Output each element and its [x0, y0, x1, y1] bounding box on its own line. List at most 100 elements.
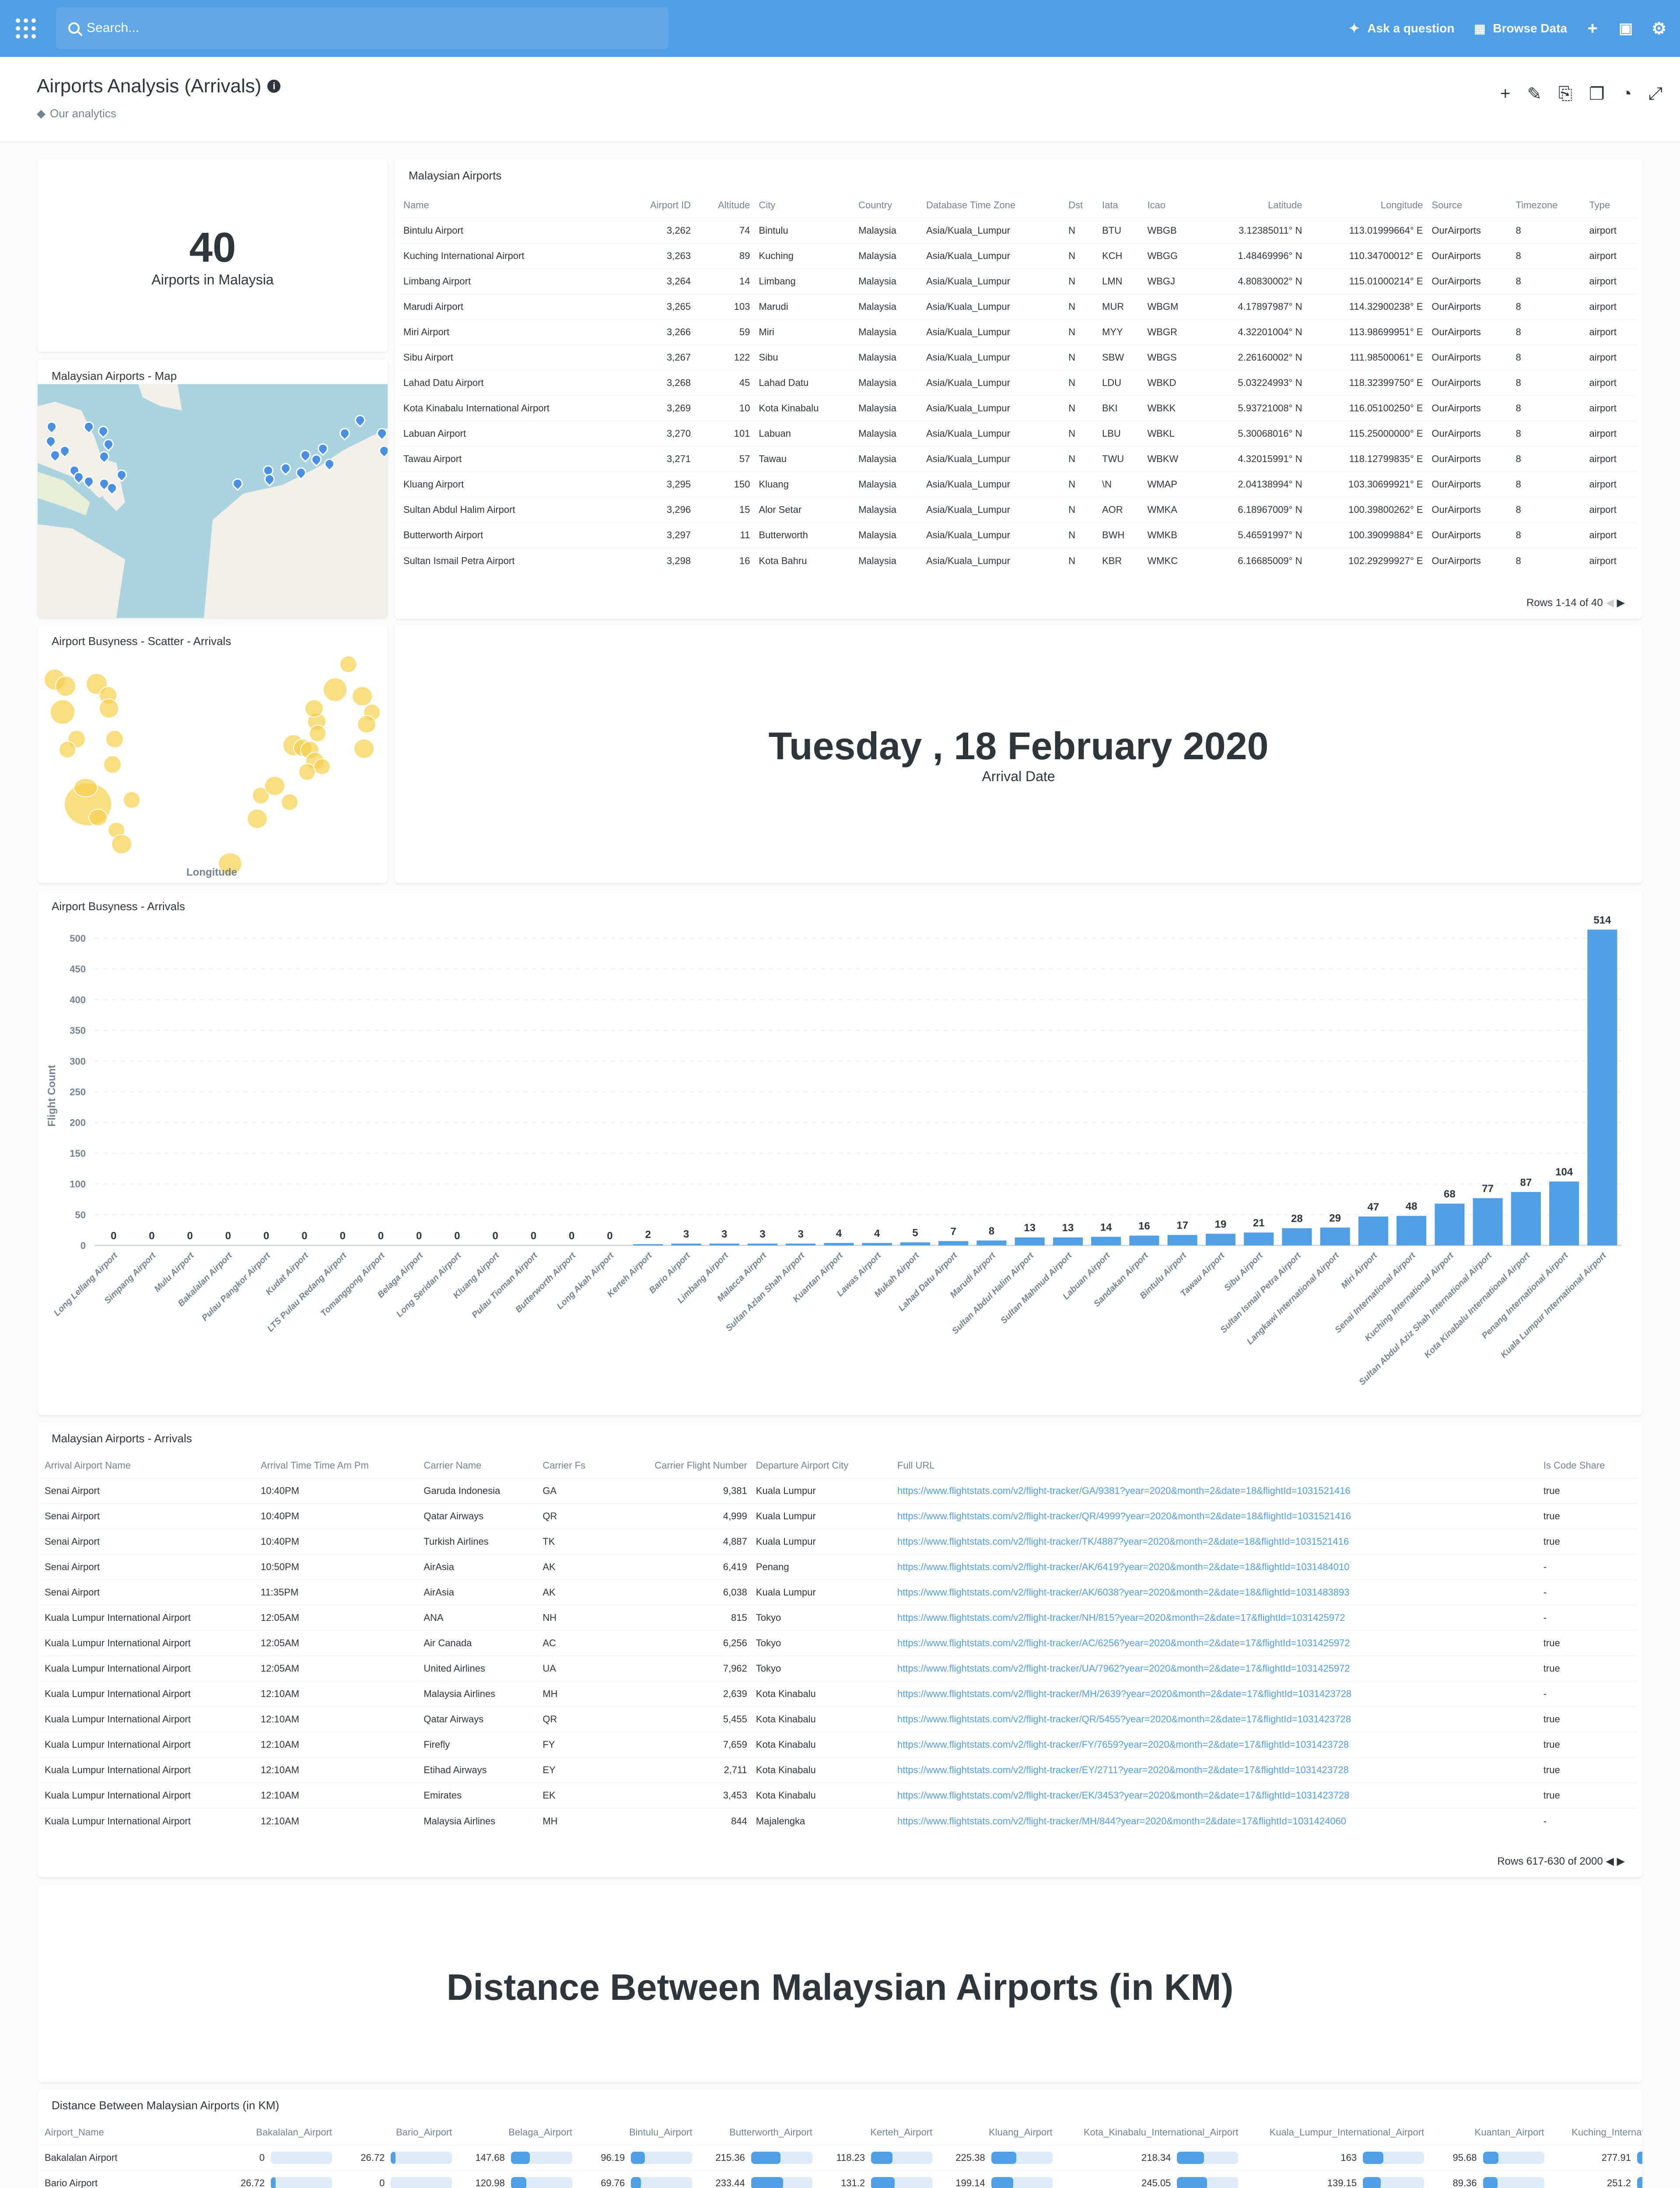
prev-page-icon[interactable]: ◀ [1606, 1855, 1614, 1867]
plus-icon[interactable]: + [1587, 18, 1598, 38]
gear-icon[interactable]: ⚙ [1651, 19, 1667, 38]
edit-icon[interactable]: ✎ [1527, 84, 1542, 104]
activity-icon[interactable]: ▣ [1618, 20, 1633, 37]
table-row[interactable]: Kluang Airport 3,295 150 Kluang Malaysia Asia… [399, 471, 1637, 497]
column-header[interactable]: Iata [1102, 199, 1118, 210]
column-header[interactable]: Bario_Airport [396, 2126, 452, 2138]
scatter-title[interactable]: Airport Busyness - Scatter - Arrivals [52, 635, 231, 648]
table-row[interactable]: Kuala Lumpur International Airport 12:10A… [40, 1808, 1637, 1834]
add-icon[interactable]: + [1500, 84, 1511, 103]
table-row[interactable]: Senai Airport 10:40PM Qatar Airways QR 4,999… [40, 1503, 1637, 1529]
column-header[interactable]: Carrier Flight Number [654, 1459, 747, 1471]
url-link[interactable]: https://www.flightstats.com/v2/flight-tr… [892, 1808, 1539, 1834]
url-link[interactable]: https://www.flightstats.com/v2/flight-tr… [892, 1681, 1539, 1707]
table-row[interactable]: Sultan Abdul Halim Airport 3,296 15 Alor Se… [399, 497, 1637, 522]
column-header[interactable]: Timezone [1516, 199, 1558, 210]
url-link[interactable]: https://www.flightstats.com/v2/flight-tr… [892, 1630, 1539, 1656]
table-row[interactable]: Miri Airport 3,266 59 Miri Malaysia Asia/Kual… [399, 319, 1637, 345]
revisions-icon[interactable]: ⎘ [1558, 84, 1572, 103]
table-row[interactable]: Tawau Airport 3,271 57 Tawau Malaysia Asia/Ku… [399, 446, 1637, 472]
column-header[interactable]: Database Time Zone [926, 199, 1016, 210]
column-header[interactable]: Icao [1147, 199, 1166, 210]
table-row[interactable]: Senai Airport 10:40PM Garuda Indonesia GA 9,… [40, 1478, 1637, 1504]
column-header[interactable]: Is Code Share [1543, 1459, 1605, 1471]
column-header[interactable]: Longitude [1380, 199, 1423, 210]
table-row[interactable]: Kuala Lumpur International Airport 12:05A… [40, 1605, 1637, 1630]
table-row[interactable]: Kuala Lumpur International Airport 12:10A… [40, 1732, 1637, 1757]
table-row[interactable]: Kuala Lumpur International Airport 12:10A… [40, 1757, 1637, 1783]
url-link[interactable]: https://www.flightstats.com/v2/flight-tr… [892, 1782, 1539, 1808]
url-link[interactable]: https://www.flightstats.com/v2/flight-tr… [892, 1706, 1539, 1732]
bar-chart-title[interactable]: Airport Busyness - Arrivals [52, 900, 185, 913]
table-row[interactable]: Bakalalan Airport 0 26.72 147.68 96.19 215.36… [40, 2145, 1642, 2170]
prev-page-icon[interactable]: ◀ [1606, 597, 1614, 609]
info-icon[interactable]: i [267, 80, 281, 93]
url-link[interactable]: https://www.flightstats.com/v2/flight-tr… [892, 1554, 1539, 1580]
table-row[interactable]: Kuala Lumpur International Airport 12:05A… [40, 1630, 1637, 1656]
date-card[interactable]: Tuesday , 18 February 2020 Arrival Date [395, 625, 1642, 883]
table-row[interactable]: Sultan Ismail Petra Airport 3,298 16 Kota B… [399, 547, 1637, 573]
scatter-plot[interactable] [38, 651, 388, 879]
duplicate-icon[interactable]: ❐ [1589, 84, 1605, 104]
column-header[interactable]: Kuantan_Airport [1474, 2126, 1544, 2138]
column-header[interactable]: Departure Airport City [756, 1459, 849, 1471]
collection-link[interactable]: ◆ Our analytics [37, 107, 116, 120]
table-row[interactable]: Kuching International Airport 3,263 89 Kuch… [399, 243, 1637, 269]
column-header[interactable]: Carrier Fs [542, 1459, 586, 1471]
column-header[interactable]: Butterworth_Airport [729, 2126, 812, 2138]
column-header[interactable]: Altitude [718, 199, 750, 210]
airports-table-title[interactable]: Malaysian Airports [409, 169, 502, 182]
url-link[interactable]: https://www.flightstats.com/v2/flight-tr… [892, 1478, 1539, 1504]
table-row[interactable]: Senai Airport 11:35PM AirAsia AK 6,038 Kuala … [40, 1579, 1637, 1605]
column-header[interactable]: Kluang_Airport [989, 2126, 1053, 2138]
column-header[interactable]: Airport_Name [45, 2126, 104, 2138]
column-header[interactable]: Latitude [1268, 199, 1302, 210]
url-link[interactable]: https://www.flightstats.com/v2/flight-tr… [892, 1605, 1539, 1630]
column-header[interactable]: Kota_Kinabalu_International_Airport [1083, 2126, 1239, 2138]
table-row[interactable]: Lahad Datu Airport 3,268 45 Lahad Datu Malay… [399, 370, 1637, 396]
arrivals-table-title[interactable]: Malaysian Airports - Arrivals [52, 1432, 192, 1445]
column-header[interactable]: Carrier Name [424, 1459, 482, 1471]
table-row[interactable]: Marudi Airport 3,265 103 Marudi Malaysia Asia… [399, 294, 1637, 319]
table-row[interactable]: Kota Kinabalu International Airport 3,269… [399, 395, 1637, 421]
scalar-card[interactable]: 40 Airports in Malaysia [38, 159, 388, 352]
distance-table-title[interactable]: Distance Between Malaysian Airports (in … [52, 2099, 280, 2112]
fullscreen-icon[interactable]: ⤢ [1648, 84, 1662, 103]
table-row[interactable]: Senai Airport 10:40PM Turkish Airlines TK 4,… [40, 1529, 1637, 1554]
table-row[interactable]: Labuan Airport 3,270 101 Labuan Malaysia Asia… [399, 421, 1637, 446]
table-row[interactable]: Butterworth Airport 3,297 11 Butterworth Mal… [399, 522, 1637, 548]
column-header[interactable]: City [759, 199, 776, 210]
url-link[interactable]: https://www.flightstats.com/v2/flight-tr… [892, 1529, 1539, 1554]
column-header[interactable]: Name [403, 199, 429, 210]
url-link[interactable]: https://www.flightstats.com/v2/flight-tr… [892, 1732, 1539, 1757]
ask-question-button[interactable]: ✦ Ask a question [1346, 21, 1455, 36]
table-row[interactable]: Bintulu Airport 3,262 74 Bintulu Malaysia Asi… [399, 217, 1637, 243]
column-header[interactable]: Kerteh_Airport [870, 2126, 933, 2138]
url-link[interactable]: https://www.flightstats.com/v2/flight-tr… [892, 1757, 1539, 1783]
table-row[interactable]: Bario Airport 26.72 0 120.98 69.76 233.44 131.… [40, 2170, 1642, 2188]
table-row[interactable]: Kuala Lumpur International Airport 12:10A… [40, 1706, 1637, 1732]
table-row[interactable]: Kuala Lumpur International Airport 12:10A… [40, 1681, 1637, 1707]
airports-map[interactable] [38, 384, 388, 618]
column-header[interactable]: Arrival Time Time Am Pm [260, 1459, 369, 1471]
table-row[interactable]: Senai Airport 10:50PM AirAsia AK 6,419 Penang… [40, 1554, 1637, 1580]
column-header[interactable]: Kuching_International_Airport [1572, 2126, 1642, 2138]
search-input[interactable]: Search... [56, 7, 668, 49]
column-header[interactable]: Airport ID [650, 199, 691, 210]
column-header[interactable]: Full URL [897, 1459, 935, 1471]
column-header[interactable]: Dst [1068, 199, 1083, 210]
metabase-logo-icon[interactable] [16, 18, 37, 39]
browse-data-button[interactable]: ▦ Browse Data [1472, 21, 1567, 36]
url-link[interactable]: https://www.flightstats.com/v2/flight-tr… [892, 1503, 1539, 1529]
column-header[interactable]: Country [858, 199, 892, 210]
table-row[interactable]: Sibu Airport 3,267 122 Sibu Malaysia Asia/Kua… [399, 344, 1637, 370]
column-header[interactable]: Bintulu_Airport [629, 2126, 693, 2138]
column-header[interactable]: Belaga_Airport [508, 2126, 572, 2138]
column-header[interactable]: Bakalalan_Airport [256, 2126, 332, 2138]
column-header[interactable]: Arrival Airport Name [45, 1459, 131, 1471]
url-link[interactable]: https://www.flightstats.com/v2/flight-tr… [892, 1655, 1539, 1681]
table-row[interactable]: Kuala Lumpur International Airport 12:10A… [40, 1782, 1637, 1808]
map-title[interactable]: Malaysian Airports - Map [52, 369, 177, 382]
table-row[interactable]: Limbang Airport 3,264 14 Limbang Malaysia Asi… [399, 268, 1637, 294]
table-row[interactable]: Kuala Lumpur International Airport 12:05A… [40, 1655, 1637, 1681]
